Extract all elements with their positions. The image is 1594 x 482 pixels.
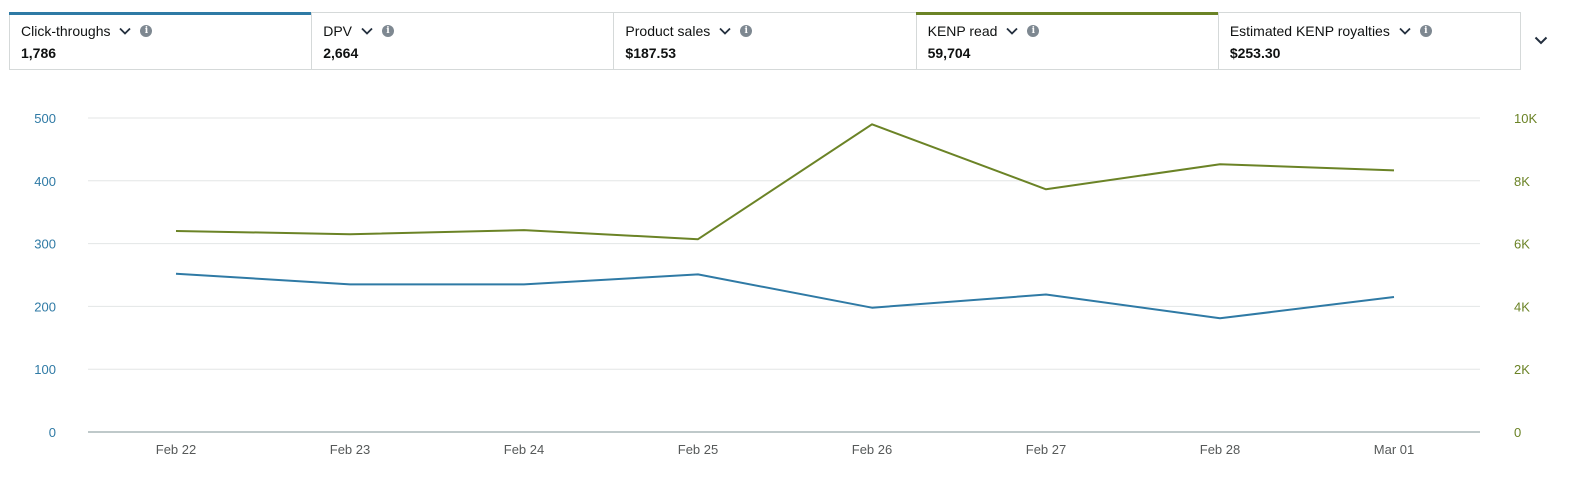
y-left-tick-label: 300 — [34, 237, 56, 252]
x-tick-label: Feb 24 — [504, 442, 544, 457]
metric-accent-bar — [613, 12, 915, 15]
x-tick-label: Feb 23 — [330, 442, 370, 457]
info-icon[interactable]: i — [1027, 25, 1040, 37]
metric-accent-bar — [311, 12, 613, 15]
metric-label: Estimated KENP royalties — [1229, 23, 1390, 39]
x-tick-label: Feb 25 — [678, 442, 718, 457]
chevron-down-icon[interactable] — [1006, 25, 1019, 37]
metric-value: 1,786 — [21, 45, 57, 61]
metric-value: 2,664 — [323, 45, 359, 61]
metric-value: $253.30 — [1229, 45, 1281, 61]
metric-value: $187.53 — [625, 45, 677, 61]
metric-label: DPV — [323, 23, 352, 39]
info-icon[interactable]: i — [1419, 25, 1432, 37]
info-icon[interactable]: i — [740, 25, 753, 37]
y-left-tick-label: 0 — [49, 425, 56, 440]
x-tick-label: Feb 27 — [1026, 442, 1066, 457]
metric-tile-estimated-kenp-royalties[interactable]: Estimated KENP royalties i $253.30 — [1219, 13, 1520, 69]
y-left-tick-label: 500 — [34, 111, 56, 126]
y-right-tick-label: 4K — [1514, 299, 1530, 314]
y-right-tick-label: 2K — [1514, 362, 1530, 377]
y-left-tick-label: 100 — [34, 362, 56, 377]
metric-tile-click-throughs[interactable]: Click-throughs i 1,786 — [9, 12, 313, 69]
metric-value: 59,704 — [927, 45, 971, 61]
info-icon[interactable]: i — [140, 25, 153, 37]
y-left-tick-label: 400 — [34, 174, 56, 189]
series-line-1 — [175, 123, 1395, 241]
y-left-tick-label: 200 — [34, 299, 56, 314]
y-right-tick-label: 10K — [1514, 111, 1537, 126]
metric-label: Product sales — [625, 23, 711, 39]
metric-tile-dpv[interactable]: DPV i 2,664 — [311, 12, 615, 69]
chevron-down-icon[interactable] — [1534, 36, 1548, 45]
metric-label: KENP read — [927, 23, 998, 39]
metric-tile-product-sales[interactable]: Product sales i $187.53 — [613, 12, 917, 69]
y-right-tick-label: 8K — [1514, 174, 1530, 189]
x-tick-label: Feb 22 — [156, 442, 196, 457]
chevron-down-icon[interactable] — [361, 25, 373, 37]
metric-selector-bar: Click-throughs i 1,786 DPV i 2,664 Produ… — [9, 12, 1521, 70]
info-icon[interactable]: i — [382, 25, 394, 37]
y-right-tick-label: 6K — [1514, 237, 1530, 252]
chevron-down-icon[interactable] — [719, 25, 731, 37]
series-line-0 — [175, 272, 1395, 320]
x-tick-label: Feb 28 — [1200, 442, 1240, 457]
line-chart: 0 100 200 300 400 500 0 2K 4K 6K 8K 10K Feb 22 Feb 23… — [34, 111, 1537, 457]
metric-tile-kenp-read[interactable]: KENP read i 59,704 — [915, 12, 1219, 69]
chevron-down-icon[interactable] — [1399, 25, 1411, 37]
metric-accent-bar — [915, 12, 1218, 15]
expand-metrics-button[interactable] — [1532, 31, 1550, 49]
x-tick-label: Feb 26 — [852, 442, 892, 457]
metric-accent-bar — [9, 12, 312, 15]
metric-label: Click-throughs — [21, 23, 111, 39]
x-tick-label: Mar 01 — [1374, 442, 1414, 457]
chevron-down-icon[interactable] — [119, 25, 132, 37]
y-right-tick-label: 0 — [1514, 425, 1521, 440]
metric-accent-bar — [1218, 12, 1520, 15]
